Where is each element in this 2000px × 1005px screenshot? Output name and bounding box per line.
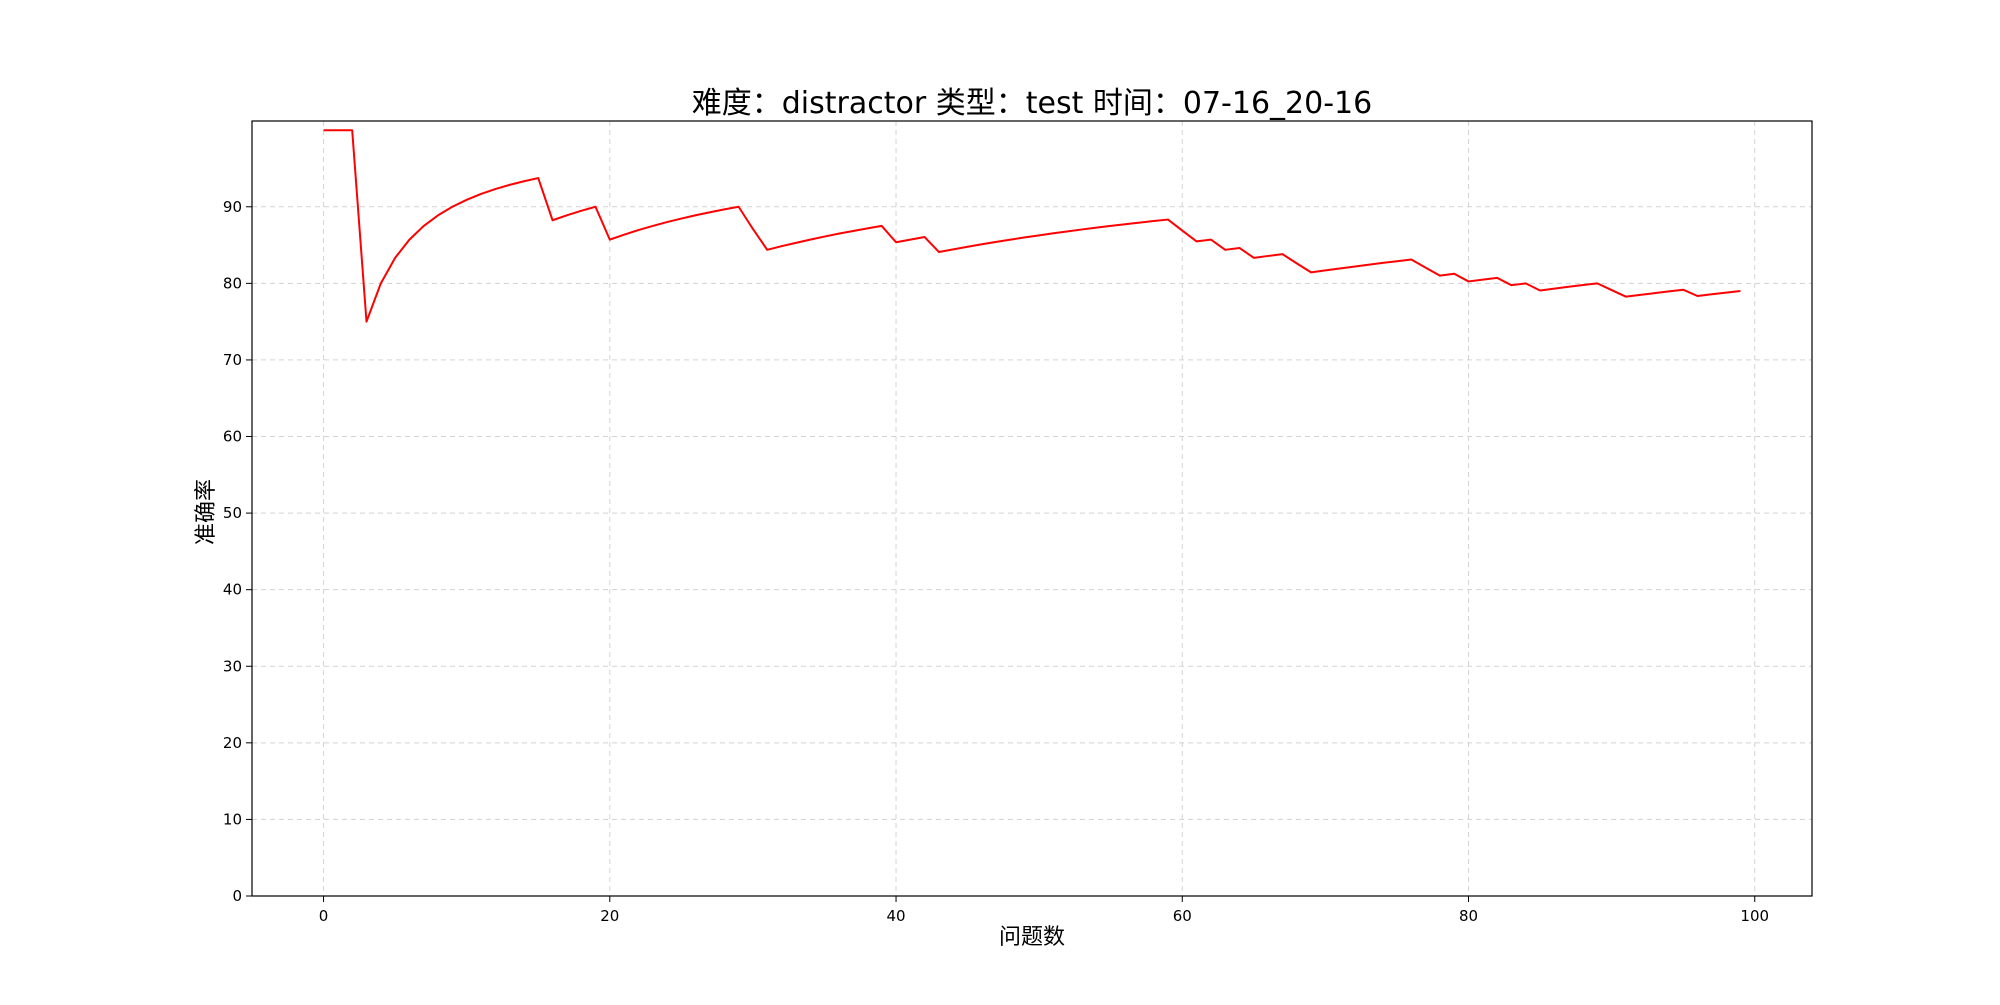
x-axis-ticks: 0 20 40 60 80 100	[319, 896, 1769, 925]
plot-area-frame	[251, 120, 1813, 897]
y-tick-label: 0	[232, 887, 242, 905]
x-tick-label: 0	[319, 907, 329, 925]
y-tick-label: 90	[223, 198, 242, 216]
x-tick-label: 100	[1740, 907, 1769, 925]
x-tick-label: 80	[1459, 907, 1478, 925]
y-tick-label: 40	[223, 581, 242, 599]
y-tick-label: 80	[223, 274, 242, 292]
x-tick-label: 60	[1173, 907, 1192, 925]
x-tick-label: 40	[886, 907, 905, 925]
y-tick-label: 30	[223, 657, 242, 675]
y-tick-label: 20	[223, 734, 242, 752]
y-tick-label: 60	[223, 428, 242, 446]
grid-lines	[252, 121, 1812, 896]
y-tick-label: 70	[223, 351, 242, 369]
y-axis-label: 准确率	[194, 479, 219, 545]
series-layer	[323, 129, 1741, 323]
y-axis-ticks: 0 10 20 30 40 50 60 70 80 90	[223, 198, 252, 905]
y-tick-label: 50	[223, 504, 242, 522]
y-tick-label: 10	[223, 810, 242, 828]
chart-title: 难度：distractor 类型：test 时间：07-16_20-16	[692, 86, 1372, 121]
series-line-0	[323, 129, 1741, 323]
x-axis-label: 问题数	[999, 925, 1065, 950]
x-tick-label: 20	[600, 907, 619, 925]
